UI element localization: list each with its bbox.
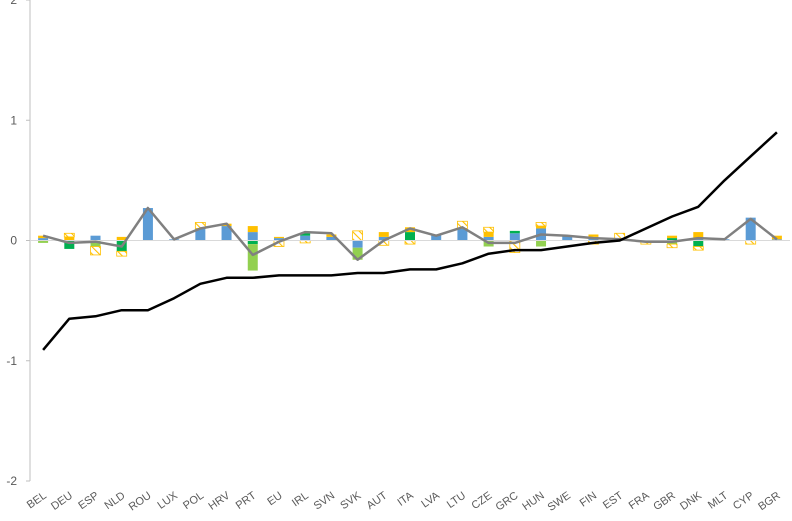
bar-segment [588,234,599,237]
y-tick-label: -1 [6,354,17,368]
bar-segment [378,236,389,241]
bar-segment [64,236,75,241]
x-tick-label: PRT [234,489,259,511]
bar-segment [352,247,363,260]
bar-segment [247,226,258,233]
x-tick-label: ESP [76,490,101,512]
x-tick-label: HRV [207,489,233,512]
bar-segment [535,222,547,227]
x-tick-label: EU [265,490,284,509]
bar-segment [483,226,495,233]
bar-segment [667,238,678,241]
bar-segment [667,235,678,239]
bar-segment [63,232,75,238]
bar-segment [483,232,494,237]
bar-series-group [38,208,782,271]
series-line [42,131,778,351]
x-tick-label: DEU [49,490,75,513]
bar-segment [771,239,782,241]
x-tick-label: DNK [678,489,704,513]
bar-segment [352,230,363,241]
bar-segment [745,240,757,245]
bar-segment [247,232,258,241]
x-tick-label: FRA [627,489,652,512]
x-tick-label: HUN [520,490,546,514]
bar-segment [326,236,337,241]
y-tick-label: 1 [10,113,17,127]
bar-segment [300,233,311,236]
x-tick-label: BEL [25,490,49,512]
bar-segment [509,230,520,234]
y-tick-label: -2 [6,474,17,488]
bar-segment [745,217,756,241]
bar-segment [142,208,153,241]
bar-segment [195,228,206,241]
bar-segment [562,235,573,241]
bar-segment [405,232,415,241]
x-tick-label: SVK [338,489,363,512]
bar-segment [116,250,128,257]
bar-segment [352,240,363,248]
bar-segment [326,234,337,237]
bar-segment [666,243,678,249]
x-tick-label: LUX [155,489,180,511]
x-tick-label: GRC [494,490,521,514]
bar-segment [90,246,101,256]
x-tick-label: GBR [651,490,677,514]
bar-segment [38,238,49,241]
x-tick-label: SVN [312,490,337,513]
y-axis: -2 -1 0 1 2 [6,0,31,488]
x-tick-label: SWE [546,490,573,514]
x-tick-label: NLD [103,490,128,512]
bar-segment [771,235,782,240]
series-line [42,206,778,261]
x-axis-labels: BEL DEU ESP NLD ROU LUX POL HRV PRT EU IRL SVN SVK AU… [25,489,783,514]
bar-segment [273,238,284,241]
bar-segment [247,240,258,245]
bar-segment [536,240,547,247]
bar-segment [509,233,520,241]
y-tick-label: 0 [10,234,17,248]
bar-segment [90,240,101,247]
x-tick-label: LVA [419,489,442,510]
x-tick-label: POL [181,490,206,512]
bar-segment [431,234,442,241]
bar-segment [457,228,468,241]
x-tick-label: EST [601,489,626,511]
x-tick-label: ITA [395,489,416,509]
x-tick-label: CZE [469,490,494,512]
x-tick-label: LTU [445,490,468,511]
x-tick-label: AUT [365,489,390,512]
bar-segment [64,240,75,249]
bar-segment [300,235,311,241]
x-tick-label: IRL [290,490,311,510]
bar-segment [378,232,389,237]
bar-segment [536,226,547,229]
bar-segment [693,240,704,247]
bar-segment [116,236,127,241]
bar-segment [692,246,704,251]
line-series-group [42,131,778,351]
bar-segment [247,244,258,271]
x-tick-label: BGR [756,490,782,514]
x-tick-label: FIN [578,490,599,510]
x-tick-label: MLT [706,489,730,511]
bar-segment [693,232,704,239]
bar-segment [90,235,101,241]
bar-segment [404,240,416,245]
bar-segment [221,226,232,241]
bar-segment [273,236,284,239]
bar-segment [38,240,49,243]
x-tick-label: ROU [127,490,154,514]
y-tick-label: 2 [10,0,17,7]
x-tick-label: CYP [731,490,756,513]
bar-segment [483,236,494,241]
